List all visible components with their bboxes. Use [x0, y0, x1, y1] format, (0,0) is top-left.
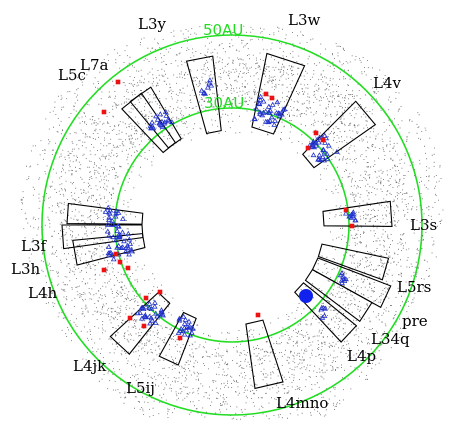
field-label-l3f: L3f [21, 237, 48, 255]
field-label-l3h: L3h [11, 260, 41, 278]
detection-square-12 [125, 265, 131, 271]
wedge-l4jk [109, 291, 171, 355]
field-label-pre: pre [402, 312, 428, 330]
detection-square-4 [313, 130, 319, 136]
wedge-l4mno [245, 319, 284, 390]
detection-square-5 [320, 137, 326, 143]
field-label-l4p: L4p [347, 347, 376, 365]
field-label-l4jk: L4jk [73, 357, 107, 375]
detection-square-18 [141, 323, 147, 329]
wedge-l5ij [158, 311, 197, 366]
field-label-l3y: L3y [138, 15, 167, 33]
triangle-markers [102, 77, 359, 338]
field-label-l5ij: L5ij [126, 379, 155, 397]
detection-square-7 [343, 207, 349, 213]
field-label-l4v: L4v [373, 74, 402, 92]
wedge-l5c [121, 92, 177, 154]
field-label-l4mno: L4mno [276, 394, 328, 412]
survey-field-wedges [61, 52, 393, 390]
detection-square-0 [101, 109, 107, 115]
detection-square-11 [101, 267, 107, 273]
wedge-l3y [185, 55, 222, 135]
field-label-l3s: L3s [410, 216, 437, 234]
field-label-l5rs: L5rs [397, 278, 431, 296]
detection-square-9 [113, 251, 119, 257]
wedge-l34q [304, 268, 373, 323]
field-label-l3w: L3w [288, 11, 321, 29]
detection-square-16 [177, 335, 183, 341]
detection-square-10 [117, 259, 123, 265]
object-triangle-markers [102, 77, 359, 338]
wedge-l5rs [317, 243, 390, 281]
wedge-l3w [251, 52, 306, 135]
detection-square-8 [349, 223, 355, 229]
detection-square-13 [157, 289, 163, 295]
wedge-l4h [66, 202, 144, 225]
scatter-dots [20, 24, 444, 420]
detection-square-1 [115, 79, 121, 85]
field-label-l7a: L7a [80, 56, 109, 74]
ring-label-30au: 30AU [204, 94, 244, 112]
wedge-l3f [72, 233, 146, 266]
wedge-l4p [293, 282, 358, 343]
detection-square-14 [143, 295, 149, 301]
field-label-l5c: L5c [58, 66, 86, 84]
field-label-l4h: L4h [28, 284, 58, 302]
detection-square-2 [263, 91, 269, 97]
wedge-l3s [322, 200, 393, 227]
ring-label-50au: 50AU [203, 21, 243, 39]
field-label-l34q: L34q [371, 330, 410, 348]
wedge-l4v [301, 100, 377, 169]
detection-square-6 [305, 145, 311, 151]
sun-marker [299, 289, 313, 303]
detection-square-markers [101, 79, 355, 341]
detection-square-15 [127, 315, 133, 321]
detection-square-3 [269, 95, 275, 101]
detection-square-17 [255, 312, 261, 318]
ring-50au [41, 34, 423, 416]
kbo-scatter-cloud [20, 24, 444, 420]
wedge-l3h [61, 224, 144, 250]
